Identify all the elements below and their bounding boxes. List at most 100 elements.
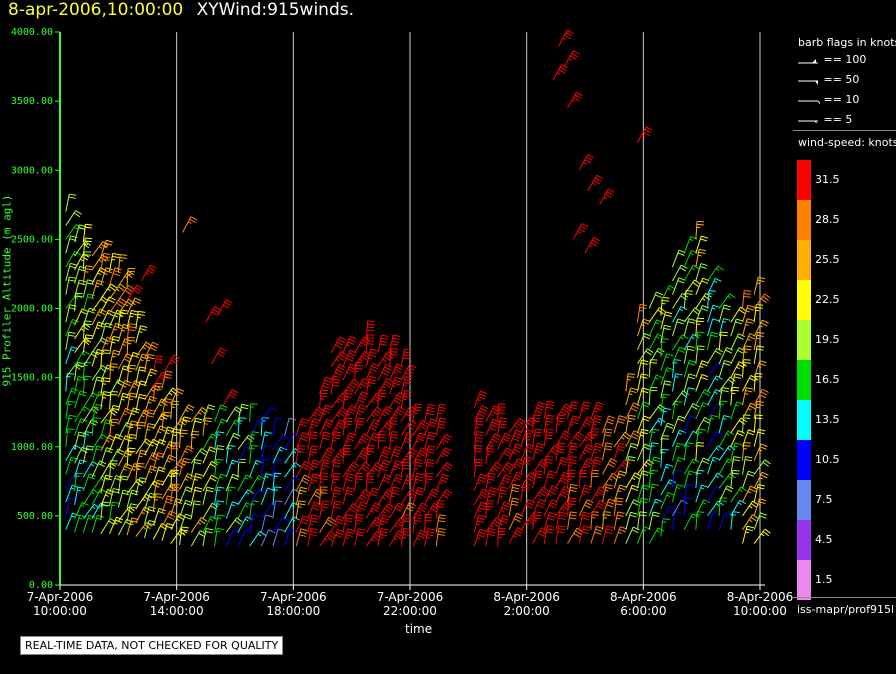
wind-barb xyxy=(319,376,333,395)
barb-feather xyxy=(350,405,358,410)
barb-shaft xyxy=(135,409,145,427)
barb-feather xyxy=(528,474,535,480)
barb-feather xyxy=(336,518,344,522)
barb-feather xyxy=(726,346,734,351)
wind-barb xyxy=(82,237,93,257)
barb-feather xyxy=(340,351,348,356)
barb-shaft xyxy=(672,318,679,337)
barb-shaft xyxy=(260,431,266,450)
barb-feather xyxy=(656,319,664,324)
barb-shaft xyxy=(272,486,276,505)
wind-barb xyxy=(532,470,544,489)
timestamp-label: 8-apr-2006,10:00:00 xyxy=(8,0,184,20)
barb-feather xyxy=(697,345,705,348)
barb-shaft xyxy=(126,323,130,342)
barb-shaft xyxy=(260,503,272,519)
barb-shaft xyxy=(672,499,682,517)
barb-feather xyxy=(301,434,309,439)
wind-barb xyxy=(109,448,125,465)
barb-feather xyxy=(172,483,180,486)
wind-barb xyxy=(260,458,271,478)
barb-feather xyxy=(394,479,401,484)
barb-feather xyxy=(692,309,699,315)
barb-feather xyxy=(726,460,730,464)
barb-feather xyxy=(346,413,351,416)
barb-shaft xyxy=(742,456,746,475)
wind-barb xyxy=(260,445,272,464)
barb-feather xyxy=(738,502,742,506)
wind-barb xyxy=(435,527,446,547)
wind-barb xyxy=(695,499,711,517)
wind-barb xyxy=(613,526,628,544)
y-tick-label: 500.00 xyxy=(17,511,53,522)
barb-feather xyxy=(663,383,671,386)
barb-feather xyxy=(416,472,424,476)
barb-feather xyxy=(86,445,95,448)
barb-shaft xyxy=(485,433,496,450)
barb-feather xyxy=(289,417,297,421)
barb-feather xyxy=(743,445,751,447)
barb-feather xyxy=(642,529,647,532)
y-tick-label: 3000.00 xyxy=(11,165,53,176)
barb-feather xyxy=(547,525,555,528)
barb-shaft xyxy=(753,360,761,378)
wind-barb xyxy=(637,304,648,323)
wind-barb xyxy=(602,525,614,544)
barb-feather xyxy=(476,420,484,423)
barb-feather xyxy=(323,410,331,414)
wind-barb xyxy=(707,456,721,475)
wind-barb xyxy=(587,174,603,192)
barb-feather xyxy=(475,440,483,442)
barb-feather xyxy=(504,432,512,437)
barb-feather xyxy=(383,476,391,481)
barb-feather xyxy=(91,491,95,495)
barb-feather xyxy=(207,407,215,411)
barb-feather xyxy=(667,491,675,496)
barb-feather xyxy=(105,267,113,271)
wind-barb xyxy=(319,431,331,450)
barb-feather xyxy=(114,267,122,271)
x-tick-label: 10:00:00 xyxy=(33,604,87,618)
wind-barb xyxy=(100,518,117,535)
barb-feather xyxy=(177,515,185,521)
wind-barb xyxy=(625,442,639,461)
barb-feather xyxy=(570,486,578,490)
wind-barb xyxy=(718,293,736,309)
barb-shaft xyxy=(412,473,418,492)
wind-barb xyxy=(319,472,328,492)
barb-feather xyxy=(173,354,181,359)
barb-feather xyxy=(500,486,509,490)
barb-feather xyxy=(97,348,105,352)
barb-feather xyxy=(410,488,417,494)
barb-shaft xyxy=(412,529,422,547)
barb-feather xyxy=(655,322,659,325)
barb-feather xyxy=(582,514,590,518)
barb-feather xyxy=(595,493,599,497)
barb-feather xyxy=(759,394,767,399)
wind-barb xyxy=(695,248,707,268)
wind-barb xyxy=(424,445,436,464)
wind-barb xyxy=(660,491,675,510)
barb-feather xyxy=(619,528,627,533)
barb-feather xyxy=(697,511,705,513)
barb-feather xyxy=(297,450,305,453)
wind-barb xyxy=(91,514,105,533)
wind-barb xyxy=(190,431,200,450)
barb-feather xyxy=(176,390,184,395)
wind-barb xyxy=(555,442,566,461)
barb-feather xyxy=(729,473,736,479)
barb-feather xyxy=(407,504,415,509)
wind-barb xyxy=(307,417,321,436)
barb-feather xyxy=(171,357,179,362)
barb-feather xyxy=(414,520,422,522)
barb-feather xyxy=(271,406,278,412)
barb-feather xyxy=(83,350,90,355)
barb-feather xyxy=(499,420,507,423)
wind-barb xyxy=(578,416,594,434)
barb-feather xyxy=(148,401,152,404)
barb-feather xyxy=(570,445,578,448)
barb-feather xyxy=(128,298,135,304)
barb-feather xyxy=(199,409,207,415)
barb-feather xyxy=(502,438,510,443)
barb-feather xyxy=(758,276,766,280)
